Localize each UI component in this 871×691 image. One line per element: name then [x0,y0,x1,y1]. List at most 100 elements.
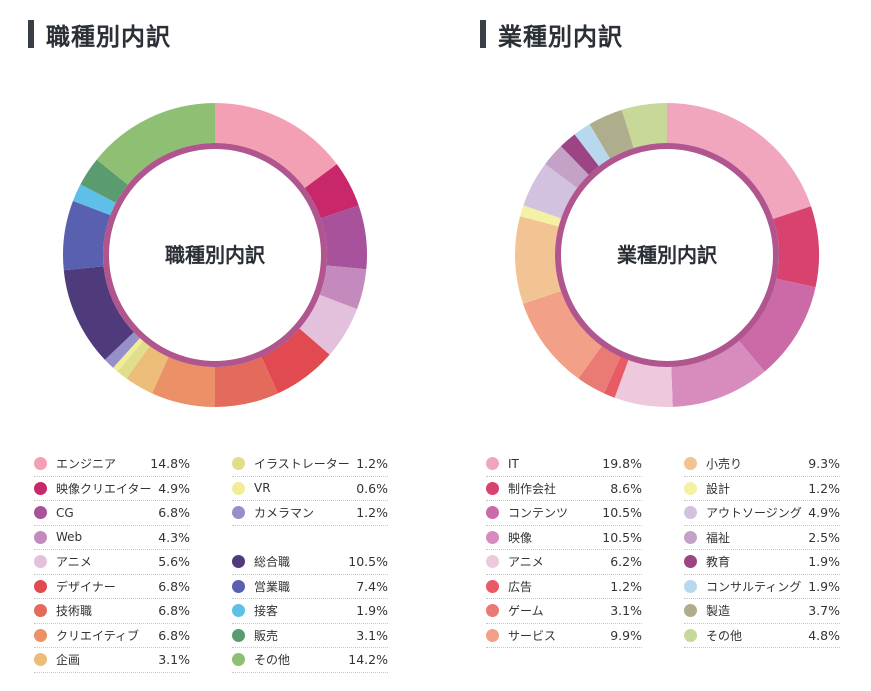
donut-slice-13 [560,134,599,175]
legend-value: 9.3% [808,456,840,472]
legend-label: アニメ [508,555,544,570]
donut-slice-9 [515,216,561,304]
legend-value: 7.4% [356,578,388,594]
legend-item: 映像 10.5% [486,526,642,550]
legend-item: 技術職 6.8% [34,599,190,624]
legend-value: 6.8% [158,603,190,619]
legend-item: VR 0.6% [232,477,388,501]
donut-slice-1 [215,103,337,189]
legend-label: 教育 [706,555,731,570]
legend-value: 6.8% [158,578,190,594]
legend-label: 企画 [56,653,81,668]
legend-swatch [486,506,499,520]
legend-value: 14.8% [150,456,190,472]
donut-slice-9 [126,346,169,394]
legend-item: IT 19.8% [486,452,642,477]
legend-label: その他 [706,628,743,643]
industry-panel: 業種別内訳 業種別内訳 IT 19.8% 制作会社 8.6% コンテンツ 10.5% 映像 1… [452,0,871,691]
legend-label: CG [56,505,74,520]
legend-swatch [684,530,697,544]
legend-value: 6.8% [158,627,190,643]
legend-label: ゲーム [508,604,544,619]
legend-item: 制作会社 8.6% [486,477,642,501]
legend-label: その他 [254,653,291,668]
legend-item: 教育 1.9% [684,550,840,575]
legend-swatch [232,653,245,667]
legend-swatch [486,555,499,569]
industry-legend: IT 19.8% 制作会社 8.6% コンテンツ 10.5% 映像 10.5% アニメ 6.2% 広… [486,452,846,648]
legend-label: IT [508,456,519,471]
legend-label: 映像クリエイター [56,481,152,496]
legend-value: 4.9% [808,505,840,521]
legend-value: 19.8% [602,456,642,472]
legend-item: コンテンツ 10.5% [486,501,642,526]
industry-donut-chart: 業種別内訳 [512,100,822,410]
legend-label: 広告 [508,579,533,594]
legend-value: 6.2% [610,554,642,570]
legend-item: 設計 1.2% [684,477,840,501]
legend-item: カメラマン 1.2% [232,501,388,526]
legend-value: 3.7% [808,603,840,619]
industry-title: 業種別内訳 [498,22,623,51]
legend-value: 1.9% [808,554,840,570]
industry-heading: 業種別内訳 [480,20,623,51]
donut-slice-15 [72,184,116,216]
legend-label: 接客 [254,604,279,619]
legend-swatch [232,506,245,520]
legend-item: 販売 3.1% [232,624,388,648]
legend-item: エンジニア 14.8% [34,452,190,477]
legend-item: ゲーム 3.1% [486,599,642,624]
donut-slice-7 [578,346,621,394]
legend-column-2: イラストレーター 1.2% VR 0.6% カメラマン 1.2% 総合職 10.5% 営業職 7.… [232,452,388,673]
donut-slice-10 [520,205,562,227]
donut-slice-11 [113,338,144,372]
legend-swatch [232,604,245,618]
legend-swatch [34,506,47,520]
donut-slice-6 [604,356,629,398]
legend-label: 総合職 [254,555,291,570]
donut-inner-ring [555,143,779,367]
legend-value: 4.3% [158,529,190,545]
legend-swatch [684,628,697,642]
legend-swatch [486,530,499,544]
legend-column-2: 小売り 9.3% 設計 1.2% アウトソージング 4.9% 福祉 2.5% 教育 1.9% コンサ… [684,452,840,648]
legend-swatch [232,481,245,495]
donut-slice-17 [96,103,215,185]
legend-label: 制作会社 [508,481,557,496]
legend-label: クリエイティブ [56,628,140,643]
job-type-title: 職種別内訳 [46,22,171,51]
legend-value: 10.5% [602,529,642,545]
heading-accent-bar [28,20,34,48]
legend-swatch [684,555,697,569]
legend-swatch [232,579,245,593]
legend-label: 営業職 [254,579,291,594]
legend-value: 0.6% [356,480,388,496]
legend-item: 映像クリエイター 4.9% [34,477,190,501]
donut-inner-ring [103,143,327,367]
legend-value: 5.6% [158,554,190,570]
legend-label: 技術職 [56,604,93,619]
legend-item: イラストレーター 1.2% [232,452,388,477]
industry-donut-svg: 業種別内訳 [515,103,820,407]
legend-swatch [34,530,47,544]
legend-label: アニメ [56,555,92,570]
legend-swatch [34,628,47,642]
donut-slice-3 [738,278,816,372]
donut-slice-14 [63,200,111,271]
donut-slice-7 [215,356,278,407]
legend-value: 10.5% [602,505,642,521]
legend-value: 6.8% [158,505,190,521]
donut-slice-8 [152,356,215,407]
legend-item: アウトソージング 4.9% [684,501,840,526]
donut-slice-4 [319,265,367,310]
donut-slice-14 [574,124,610,167]
legend-swatch [486,628,499,642]
legend-value: 8.6% [610,480,642,496]
legend-value: 1.9% [356,603,388,619]
legend-label: 設計 [706,481,731,496]
legend-label: 販売 [254,628,279,643]
legend-label: サービス [508,628,557,643]
legend-label: VR [254,481,271,496]
legend-swatch [34,604,47,618]
legend-swatch [34,579,47,593]
